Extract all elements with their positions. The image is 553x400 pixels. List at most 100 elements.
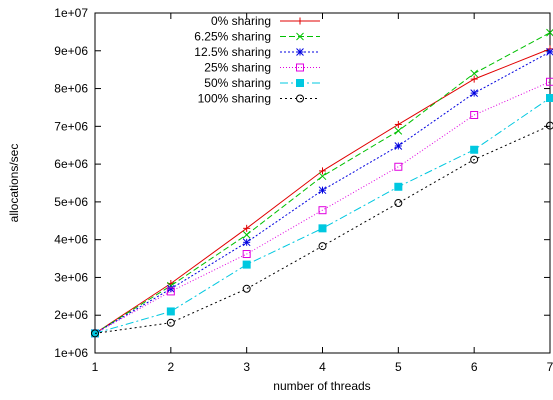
y-tick-label: 9e+06 bbox=[54, 44, 88, 58]
legend-item: 100% sharing bbox=[198, 92, 320, 106]
marker-shape bbox=[296, 63, 304, 72]
marker-shape bbox=[242, 250, 251, 259]
marker-shape bbox=[546, 94, 553, 102]
legend-label: 25% sharing bbox=[204, 61, 271, 75]
data-point bbox=[470, 111, 479, 119]
marker-stroke bbox=[394, 127, 403, 135]
x-axis-title: number of threads bbox=[273, 379, 370, 393]
marker-shape bbox=[91, 329, 99, 338]
data-point bbox=[243, 224, 251, 232]
plot-frame bbox=[94, 12, 551, 354]
marker-shape bbox=[296, 94, 304, 103]
data-point bbox=[470, 155, 479, 164]
axis-ticks: 1 2 3 4 5 6 7 1e+06 2e+06 3e+06 4e+06 5e+06 6e+06 7e+… bbox=[54, 6, 553, 374]
data-point bbox=[470, 69, 479, 78]
marker-shape bbox=[318, 242, 327, 251]
data-point bbox=[470, 75, 478, 83]
data-point bbox=[242, 250, 251, 259]
data-point bbox=[318, 186, 327, 195]
legend-marker bbox=[296, 17, 304, 25]
data-point bbox=[166, 284, 175, 293]
series-3 bbox=[91, 77, 553, 338]
data-point bbox=[91, 329, 99, 338]
legend-marker bbox=[296, 48, 304, 56]
y-tick-label: 1e+06 bbox=[54, 346, 88, 360]
data-point bbox=[546, 28, 553, 37]
data-point bbox=[318, 242, 327, 251]
marker-shape bbox=[394, 162, 403, 171]
marker-stroke bbox=[470, 89, 479, 97]
marker-stroke bbox=[394, 142, 403, 150]
data-point bbox=[394, 127, 403, 135]
legend-label: 12.5% sharing bbox=[194, 45, 271, 59]
y-tick-label: 8e+06 bbox=[54, 82, 88, 96]
marker-shape bbox=[166, 307, 175, 316]
marker-stroke bbox=[242, 230, 251, 239]
y-tick-label: 4e+06 bbox=[54, 233, 88, 247]
data-point bbox=[318, 224, 327, 233]
legend-label: 0% sharing bbox=[211, 14, 271, 28]
legend-marker bbox=[296, 79, 304, 87]
marker-shape bbox=[470, 155, 479, 164]
data-point bbox=[394, 162, 403, 171]
marker-stroke bbox=[318, 186, 327, 195]
marker-stroke bbox=[318, 172, 327, 181]
series-line bbox=[94, 97, 551, 334]
data-point bbox=[394, 199, 403, 208]
legend-label: 50% sharing bbox=[204, 76, 271, 90]
marker-shape bbox=[318, 224, 327, 233]
y-tick-label: 3e+06 bbox=[54, 270, 88, 284]
x-tick-label: 2 bbox=[167, 360, 174, 374]
data-point bbox=[546, 77, 553, 86]
data-point bbox=[546, 48, 553, 56]
marker-stroke bbox=[546, 48, 553, 56]
marker-shape bbox=[394, 199, 403, 208]
data-point bbox=[319, 167, 326, 175]
series-layer bbox=[91, 28, 553, 338]
marker-stroke bbox=[242, 238, 251, 247]
marker-shape bbox=[470, 111, 479, 119]
data-point bbox=[242, 230, 251, 239]
marker-stroke bbox=[296, 32, 304, 41]
marker-shape bbox=[546, 77, 553, 86]
legend-item: 12.5% sharing bbox=[194, 45, 320, 59]
marker-stroke bbox=[546, 28, 553, 37]
x-tick-label: 6 bbox=[471, 360, 478, 374]
legend-item: 50% sharing bbox=[204, 76, 320, 90]
y-tick-label: 2e+06 bbox=[54, 308, 88, 322]
y-axis-title: allocations/sec bbox=[7, 144, 21, 223]
marker-stroke bbox=[470, 69, 479, 78]
y-tick-label: 7e+06 bbox=[54, 119, 88, 133]
legend-item: 6.25% sharing bbox=[194, 30, 320, 44]
x-tick-label: 1 bbox=[92, 360, 99, 374]
data-point bbox=[470, 145, 479, 154]
legend-item: 25% sharing bbox=[204, 61, 320, 75]
data-point bbox=[166, 307, 175, 316]
marker-shape bbox=[546, 121, 553, 130]
data-point bbox=[166, 318, 175, 327]
data-point bbox=[166, 287, 175, 296]
legend-item: 0% sharing bbox=[211, 14, 320, 28]
marker-shape bbox=[470, 145, 479, 154]
y-tick-label: 6e+06 bbox=[54, 157, 88, 171]
data-point bbox=[242, 284, 251, 293]
legend-marker bbox=[296, 94, 304, 103]
y-tick-label: 1e+07 bbox=[54, 6, 88, 20]
data-point bbox=[470, 89, 479, 97]
y-tick-label: 5e+06 bbox=[54, 195, 88, 209]
series-line bbox=[94, 125, 551, 334]
data-point bbox=[318, 206, 327, 215]
x-tick-label: 5 bbox=[395, 360, 402, 374]
data-point bbox=[546, 121, 553, 130]
x-tick-label: 4 bbox=[319, 360, 326, 374]
data-point bbox=[394, 182, 403, 191]
marker-shape bbox=[242, 260, 251, 269]
x-tick-label: 7 bbox=[547, 360, 553, 374]
data-point bbox=[394, 142, 403, 150]
series-line bbox=[94, 81, 551, 334]
legend-marker bbox=[296, 63, 304, 72]
legend-label: 100% sharing bbox=[198, 92, 271, 106]
data-point bbox=[394, 120, 402, 128]
marker-shape bbox=[242, 284, 251, 293]
